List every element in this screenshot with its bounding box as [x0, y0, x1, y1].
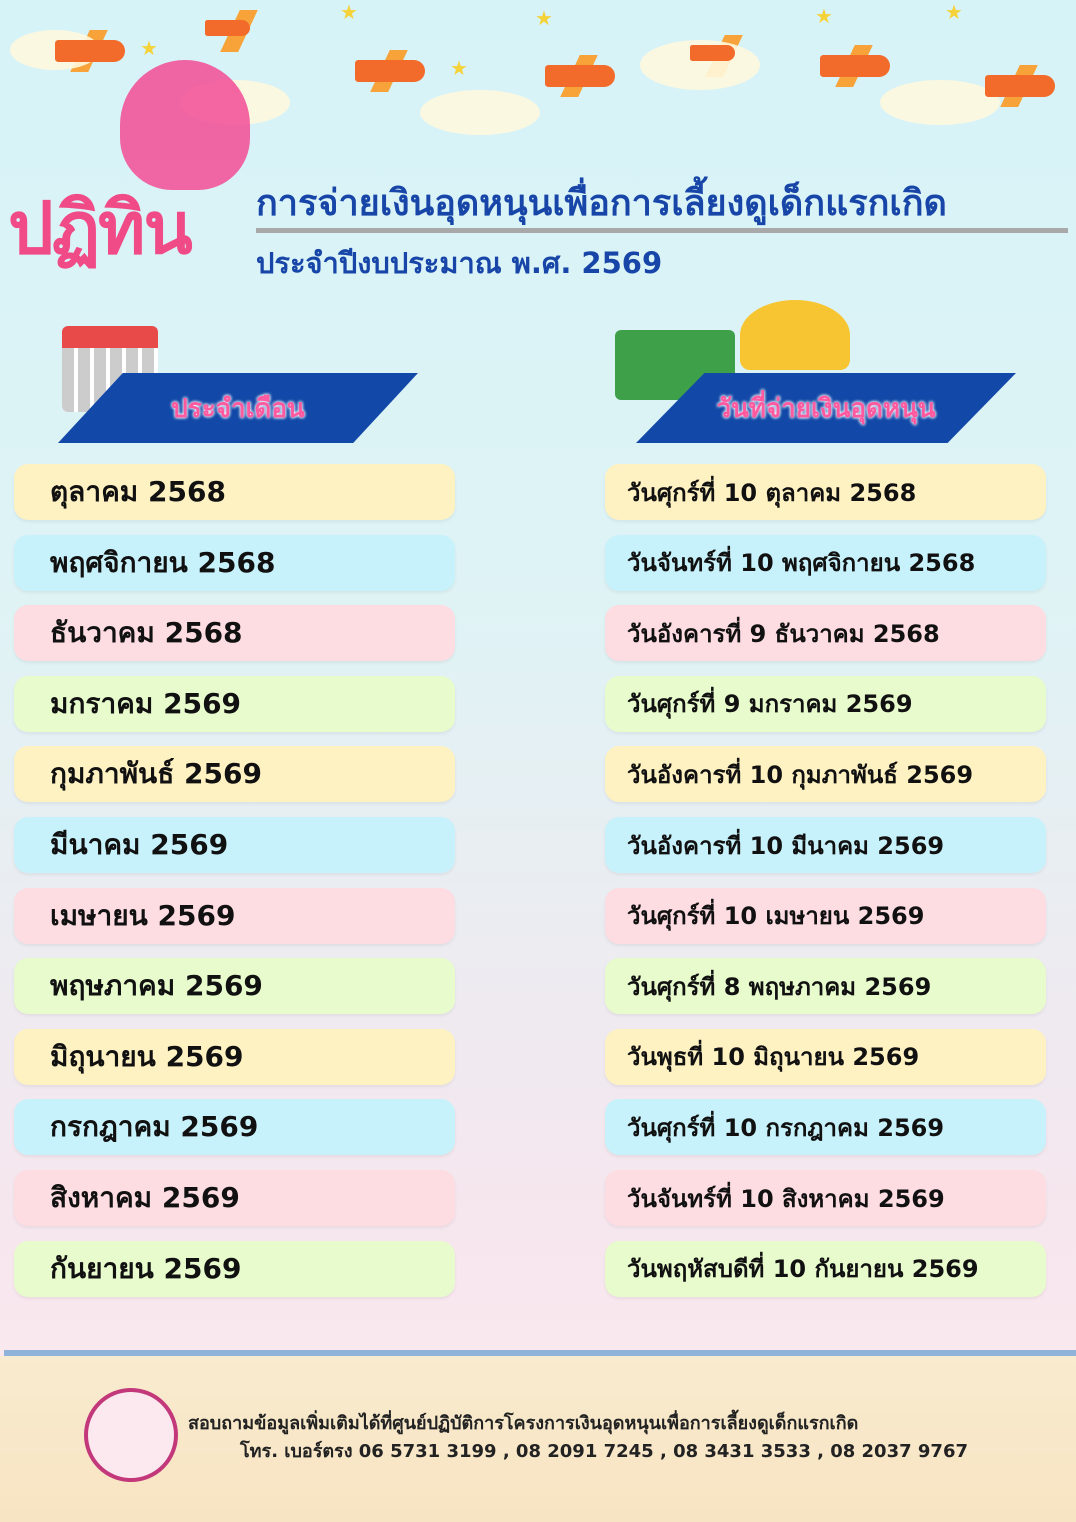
star-icon: ★	[450, 56, 468, 80]
month-cell: มกราคม 2569	[14, 675, 455, 732]
month-column-header: ประจำเดือน	[58, 373, 418, 443]
airplane-icon	[545, 65, 615, 87]
payday-cell: วันจันทร์ที่ 10 สิงหาคม 2569	[605, 1170, 1046, 1226]
month-cell: มีนาคม 2569	[14, 817, 455, 873]
coins-icon	[740, 300, 850, 370]
star-icon: ★	[340, 0, 358, 24]
footer	[0, 1356, 1076, 1522]
month-cell: เมษายน 2569	[14, 887, 455, 944]
payday-cell: วันพุธที่ 10 มิถุนายน 2569	[605, 1028, 1046, 1085]
payday-cell: วันศุกร์ที่ 10 กรกฎาคม 2569	[605, 1099, 1046, 1156]
payday-cell: วันอังคารที่ 9 ธันวาคม 2568	[605, 605, 1046, 662]
divider	[256, 228, 1068, 233]
month-cell: ธันวาคม 2568	[14, 605, 455, 662]
page-title: การจ่ายเงินอุดหนุนเพื่อการเลี้ยงดูเด็กแร…	[256, 183, 947, 224]
star-icon: ★	[140, 36, 158, 60]
payday-cell: วันอังคารที่ 10 กุมภาพันธ์ 2569	[605, 746, 1046, 803]
mother-baby-icon	[120, 60, 250, 190]
star-icon: ★	[535, 6, 553, 30]
footer-phone: โทร. เบอร์ตรง 06 5731 3199 , 08 2091 724…	[240, 1441, 968, 1462]
star-icon: ★	[815, 4, 833, 28]
page-subtitle: ประจำปีงบประมาณ พ.ศ. 2569	[256, 246, 663, 280]
month-cell: กุมภาพันธ์ 2569	[14, 746, 455, 803]
month-cell: พฤศจิกายน 2568	[14, 534, 455, 591]
payday-cell: วันพฤหัสบดีที่ 10 กันยายน 2569	[605, 1240, 1046, 1297]
month-cell: กรกฎาคม 2569	[14, 1099, 455, 1156]
payday-column-header: วันที่จ่ายเงินอุดหนุน	[636, 373, 1016, 443]
month-cell: ตุลาคม 2568	[14, 464, 455, 520]
airplane-icon	[690, 45, 735, 61]
seal-logo	[84, 1388, 178, 1482]
footer-info: สอบถามข้อมูลเพิ่มเติมได้ที่ศูนย์ปฏิบัติก…	[188, 1413, 859, 1434]
star-icon: ★	[945, 0, 963, 24]
cloud-icon	[880, 80, 1000, 125]
month-cell: พฤษภาคม 2569	[14, 958, 455, 1015]
month-cell: สิงหาคม 2569	[14, 1170, 455, 1226]
payday-cell: วันศุกร์ที่ 8 พฤษภาคม 2569	[605, 958, 1046, 1015]
payday-cell: วันศุกร์ที่ 9 มกราคม 2569	[605, 675, 1046, 732]
month-cell: กันยายน 2569	[14, 1240, 455, 1297]
calendar-badge: ปฏิทิน	[8, 186, 193, 270]
month-cell: มิถุนายน 2569	[14, 1028, 455, 1085]
airplane-icon	[820, 55, 890, 77]
payday-cell: วันศุกร์ที่ 10 เมษายน 2569	[605, 887, 1046, 944]
payday-cell: วันจันทร์ที่ 10 พฤศจิกายน 2568	[605, 534, 1046, 591]
payday-cell: วันอังคารที่ 10 มีนาคม 2569	[605, 817, 1046, 873]
airplane-icon	[55, 40, 125, 62]
airplane-icon	[355, 60, 425, 82]
payday-cell: วันศุกร์ที่ 10 ตุลาคม 2568	[605, 464, 1046, 520]
cloud-icon	[420, 90, 540, 135]
airplane-icon	[985, 75, 1055, 97]
airplane-icon	[205, 20, 250, 36]
